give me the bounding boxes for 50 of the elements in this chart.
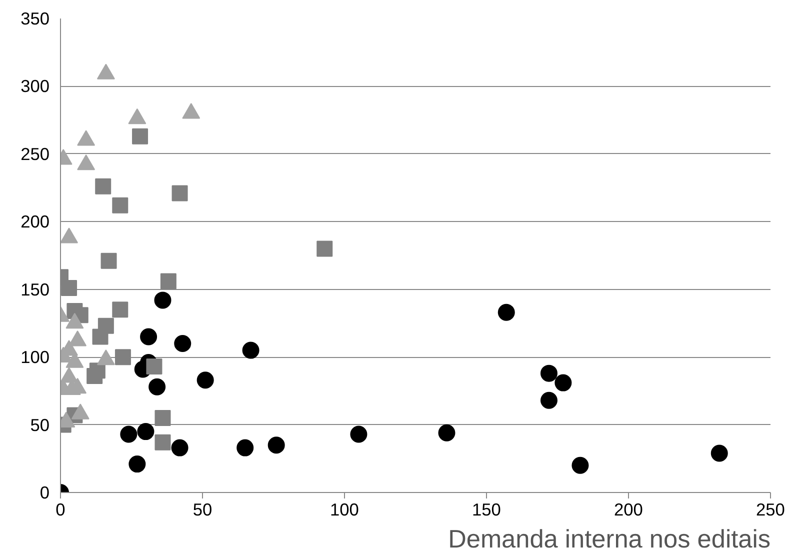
point: [86, 368, 103, 384]
point: [61, 280, 78, 296]
y-tick-label: 100: [20, 347, 50, 368]
point: [154, 292, 172, 309]
point: [710, 444, 728, 462]
point: [137, 423, 154, 440]
point: [174, 335, 192, 352]
point: [554, 374, 572, 392]
point: [498, 304, 515, 321]
point: [540, 364, 558, 382]
x-tick-label: 250: [756, 500, 785, 520]
point: [132, 128, 148, 144]
point: [242, 342, 260, 359]
y-tick-label: 250: [20, 144, 50, 164]
point: [171, 439, 188, 456]
point: [114, 349, 131, 366]
point: [350, 426, 368, 443]
x-tick-label: 0: [56, 500, 66, 520]
y-tick-label: 350: [20, 8, 50, 28]
point: [196, 372, 214, 389]
point: [92, 328, 108, 345]
point: [316, 240, 333, 257]
point: [172, 185, 188, 202]
x-tick-label: 200: [614, 500, 643, 520]
point: [140, 328, 158, 346]
point: [100, 252, 117, 269]
point: [120, 426, 138, 443]
point: [128, 456, 146, 473]
x-tick-label: 150: [472, 500, 501, 520]
point: [438, 424, 456, 442]
point: [540, 392, 558, 409]
y-tick-label: 200: [20, 212, 50, 232]
point: [154, 434, 171, 450]
y-tick-label: 150: [20, 279, 50, 300]
point: [572, 456, 589, 474]
x-tick-label: 100: [330, 500, 359, 520]
y-tick-label: 0: [40, 482, 50, 502]
point: [154, 410, 171, 426]
point: [160, 273, 176, 290]
x-axis-title: Demanda interna nos editais: [448, 526, 771, 554]
point: [95, 178, 112, 194]
point: [112, 302, 128, 318]
x-tick-label: 50: [192, 500, 212, 520]
point: [112, 197, 128, 214]
point: [236, 439, 254, 456]
point: [148, 378, 166, 396]
point: [268, 436, 285, 454]
y-tick-label: 300: [20, 76, 50, 96]
y-tick-label: 50: [30, 414, 50, 435]
point: [146, 358, 162, 375]
